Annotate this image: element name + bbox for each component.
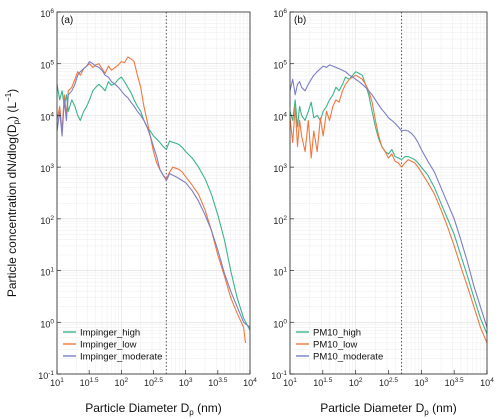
y-tick-label: 104 <box>273 111 287 122</box>
y-tick-label: 106 <box>40 8 54 19</box>
y-tick-label: 102 <box>273 215 287 226</box>
y-axis-title-close: ) <box>5 89 19 93</box>
y-tick-label: 102 <box>40 215 54 226</box>
y-tick-label: 105 <box>40 60 54 71</box>
x-tick-label: 101 <box>50 377 64 388</box>
y-tick-label: 100 <box>273 318 287 329</box>
plot-area <box>57 12 250 374</box>
legend: Impinger_highImpinger_lowImpinger_modera… <box>63 328 162 363</box>
plot-area <box>290 12 487 374</box>
y-axis-title-main: Particle concentration dN/dlog(D <box>5 124 19 297</box>
y-axis-title-sup: −1 <box>4 92 13 102</box>
x-tick-label: 104 <box>243 377 257 388</box>
y-axis-title-unit: ) (L <box>5 102 19 120</box>
y-axis-title: Particle concentration dN/dlog(Dp) (L−1) <box>4 89 21 297</box>
legend-entry: PM10_low <box>313 340 357 351</box>
y-tick-label: 100 <box>40 318 54 329</box>
y-tick-label: 101 <box>40 267 54 278</box>
series-line-Impinger_moderate <box>57 61 250 328</box>
grid <box>56 12 250 375</box>
panel-label: (b) <box>294 15 306 26</box>
y-tick-label: 103 <box>40 163 54 174</box>
y-axis-title-sub: p <box>12 119 21 124</box>
x-tick-label: 102.5 <box>144 377 163 388</box>
legend-entry: Impinger_low <box>80 340 137 351</box>
panel-a: 101 101.5 102 102.5 103 103.5 104 10-1 100 101 102… <box>38 8 257 417</box>
series-group <box>290 64 487 344</box>
panel-label: (a) <box>61 15 73 26</box>
x-tick-label: 103 <box>179 377 193 388</box>
panel-b: 101 101.5 102 102.5 103 103.5 104 10-1 100 101 102… <box>271 8 494 417</box>
y-tick-label: 105 <box>273 60 287 71</box>
x-tick-label: 102.5 <box>379 377 398 388</box>
x-tick-label: 102 <box>349 377 363 388</box>
legend-entry: PM10_moderate <box>313 352 383 363</box>
series-group <box>57 56 250 343</box>
y-axis-label: Particle concentration dN/dlog(Dp) (L−1) <box>4 89 21 297</box>
legend-entry: Impinger_high <box>80 328 140 339</box>
series-line-Impinger_low <box>57 56 247 343</box>
x-tick-label: 101.5 <box>80 377 99 388</box>
x-tick-label: 103.5 <box>208 377 227 388</box>
x-tick-label: 104 <box>480 377 494 388</box>
legend-entry: PM10_high <box>313 328 361 339</box>
series-line-Impinger_high <box>57 76 250 331</box>
legend-entry: Impinger_moderate <box>80 352 162 363</box>
x-tick-label: 101.5 <box>313 377 332 388</box>
y-tick-label: 104 <box>40 111 54 122</box>
x-tick-label: 101 <box>283 377 297 388</box>
x-tick-label: 103.5 <box>445 377 464 388</box>
y-tick-label: 101 <box>273 267 287 278</box>
y-tick-label: 10-1 <box>271 370 287 381</box>
y-tick-label: 103 <box>273 163 287 174</box>
y-tick-label: 10-1 <box>38 370 54 381</box>
x-tick-label: 102 <box>115 377 129 388</box>
series-line-PM10_high <box>290 71 487 335</box>
x-axis-title: Particle Diameter Dp (nm) <box>320 401 456 417</box>
x-axis-title: Particle Diameter Dp (nm) <box>85 401 221 417</box>
x-tick-label: 103 <box>415 377 429 388</box>
y-tick-label: 106 <box>273 8 287 19</box>
series-line-PM10_moderate <box>290 64 487 328</box>
